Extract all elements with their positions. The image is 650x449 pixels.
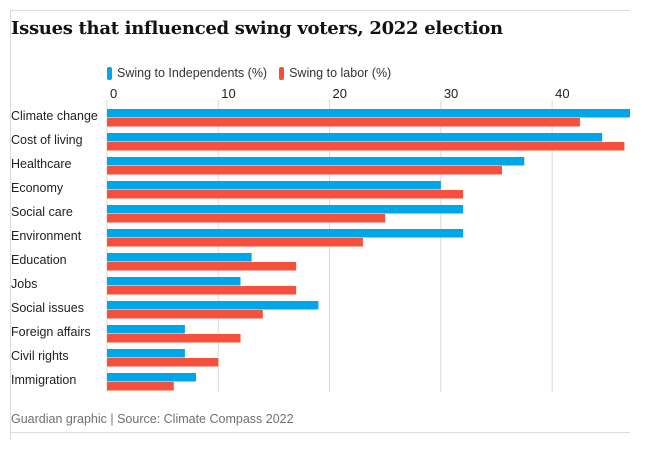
bar-independents: [107, 229, 464, 238]
category-label: Economy: [11, 181, 64, 195]
category-label: Healthcare: [11, 157, 71, 171]
category-label: Foreign affairs: [11, 325, 91, 339]
bar-independents: [107, 133, 603, 142]
category-label: Education: [11, 253, 67, 267]
legend-item-labor: Swing to labor (%): [279, 66, 391, 80]
bar-independents: [107, 181, 441, 190]
bar-independents: [107, 157, 525, 166]
x-tick-label: 20: [333, 86, 347, 101]
legend-swatch-labor: [279, 66, 285, 80]
bar-labor: [107, 262, 297, 271]
category-label: Environment: [11, 229, 82, 243]
bottom-rule: [10, 432, 630, 433]
category-label: Immigration: [11, 373, 76, 387]
bar-independents: [107, 373, 197, 382]
bar-labor: [107, 358, 219, 367]
bar-independents: [107, 277, 241, 286]
category-label: Social issues: [11, 301, 84, 315]
x-tick-label: 0: [110, 86, 117, 101]
legend: Swing to Independents (%) Swing to labor…: [107, 66, 403, 80]
category-label: Civil rights: [11, 349, 69, 363]
legend-label-independents: Swing to Independents (%): [117, 66, 268, 80]
x-tick-label: 30: [444, 86, 458, 101]
bar-labor: [107, 118, 580, 127]
bar-independents: [107, 349, 185, 358]
category-label: Cost of living: [11, 133, 83, 147]
bar-labor: [107, 190, 464, 199]
x-tick-label: 40: [555, 86, 569, 101]
source-note: Guardian graphic | Source: Climate Compa…: [11, 412, 294, 426]
category-label: Social care: [11, 205, 73, 219]
bar-labor: [107, 142, 625, 151]
bar-labor: [107, 310, 263, 319]
bar-independents: [107, 205, 464, 214]
bar-labor: [107, 334, 241, 343]
left-rule: [10, 10, 11, 440]
bar-independents: [107, 325, 185, 334]
legend-label-labor: Swing to labor (%): [289, 66, 392, 80]
top-rule: [10, 10, 630, 11]
legend-item-independents: Swing to Independents (%): [107, 66, 267, 80]
bar-independents: [107, 109, 630, 118]
category-label: Jobs: [11, 277, 37, 291]
bar-independents: [107, 301, 319, 310]
category-label: Climate change: [11, 109, 98, 123]
x-tick-label: 10: [221, 86, 235, 101]
bar-independents: [107, 253, 252, 262]
bar-labor: [107, 238, 363, 247]
chart-title: Issues that influenced swing voters, 202…: [11, 18, 503, 39]
legend-swatch-independents: [107, 66, 112, 80]
bar-labor: [107, 214, 386, 223]
bar-labor: [107, 166, 503, 175]
bar-labor: [107, 286, 297, 295]
bar-labor: [107, 382, 174, 391]
